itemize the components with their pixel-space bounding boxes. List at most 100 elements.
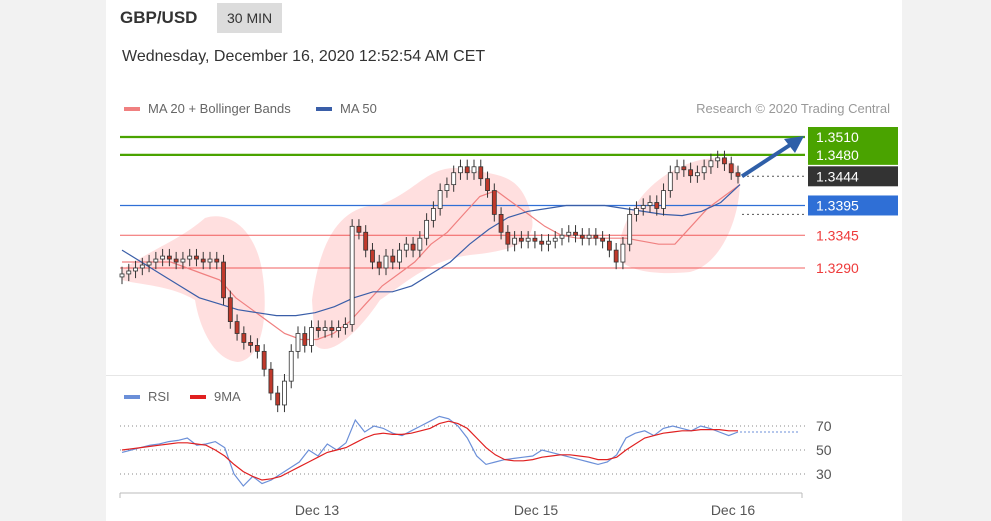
- candle-body: [458, 166, 463, 174]
- rsi-divider: [106, 375, 902, 376]
- candle-body: [241, 333, 247, 343]
- candle-body: [505, 231, 511, 245]
- x-tick-dec-16: Dec 16: [711, 502, 756, 518]
- legend-rsi-swatch: [124, 394, 140, 399]
- candle-body: [254, 345, 260, 352]
- level-label-1.3444: 1.3444: [816, 168, 859, 184]
- candle-body: [268, 368, 274, 394]
- candle-body: [512, 237, 518, 245]
- candle-body: [546, 240, 551, 245]
- candle-body: [728, 163, 734, 174]
- candle-body: [613, 249, 619, 263]
- candle-body: [315, 327, 321, 331]
- currency-pair-title: GBP/USD: [120, 8, 198, 27]
- candle-body: [342, 324, 348, 328]
- level-tag-1.3395: [808, 195, 898, 216]
- legend-rsi: RSI: [124, 389, 170, 404]
- candle-body: [370, 249, 375, 263]
- x-tick-dec-13: Dec 13: [295, 502, 340, 518]
- candle-body: [336, 327, 342, 331]
- candle-body: [410, 243, 416, 251]
- candle-body: [417, 237, 423, 251]
- candle-body: [667, 172, 673, 191]
- candle-body: [282, 380, 287, 406]
- rsi-tick-30: 30: [816, 466, 832, 482]
- candle-body: [600, 237, 606, 242]
- candle-body: [444, 184, 450, 191]
- legend-9ma: 9MA: [190, 389, 241, 404]
- candle-body: [485, 178, 490, 191]
- candle-body: [397, 249, 402, 263]
- candle-body: [403, 243, 409, 251]
- chart-datetime: Wednesday, December 16, 2020 12:52:54 AM…: [122, 48, 486, 65]
- candle-body: [139, 264, 145, 269]
- legend-ma20-label: MA 20 + Bollinger Bands: [148, 101, 291, 116]
- candle-body: [119, 273, 125, 278]
- candle-body: [539, 240, 545, 245]
- candle-body: [221, 261, 226, 299]
- candle-body: [227, 297, 233, 322]
- legend-ma20: MA 20 + Bollinger Bands: [124, 101, 291, 116]
- level-tag-1.3510: [808, 127, 898, 147]
- candle-body: [464, 166, 470, 174]
- candle-body: [559, 234, 565, 239]
- candle-body: [647, 202, 653, 206]
- candle-body: [329, 327, 335, 331]
- candle-body: [722, 157, 727, 165]
- candle-body: [248, 342, 254, 346]
- candle-body: [180, 258, 186, 263]
- candle-body: [424, 219, 430, 239]
- candle-body: [451, 172, 457, 186]
- research-credit: Research © 2020 Trading Central: [696, 101, 890, 116]
- candle-body: [146, 261, 152, 266]
- forecast-arrow-shaft: [740, 143, 792, 178]
- candle-body: [525, 237, 531, 242]
- candle-body: [376, 261, 382, 269]
- candle-body: [532, 237, 538, 242]
- candle-body: [552, 237, 558, 242]
- candle-body: [701, 166, 707, 174]
- rsi-tick-50: 50: [816, 442, 832, 458]
- x-tick-dec-15: Dec 15: [514, 502, 559, 518]
- candle-body: [518, 237, 524, 242]
- candle-body: [573, 231, 578, 236]
- candle-body: [688, 169, 694, 177]
- level-label-1.3480: 1.3480: [816, 147, 859, 163]
- candle-body: [133, 267, 138, 272]
- legend-rsi-label: RSI: [148, 389, 170, 404]
- candle-body: [214, 258, 220, 263]
- candle-body: [356, 225, 362, 233]
- candle-body: [491, 190, 497, 215]
- legend-ma50: MA 50: [316, 101, 377, 116]
- candle-body: [606, 240, 612, 251]
- legend-9ma-label: 9MA: [214, 389, 241, 404]
- candle-body: [627, 214, 633, 245]
- candle-body: [275, 392, 281, 406]
- candle-body: [166, 255, 172, 260]
- candle-body: [234, 321, 240, 334]
- candle-body: [586, 234, 592, 239]
- bollinger-band-2: [312, 168, 533, 349]
- rsi-9ma-line: [121, 420, 738, 481]
- candle-body: [579, 234, 585, 239]
- level-label-1.3510: 1.3510: [816, 129, 859, 145]
- candle-body: [566, 231, 572, 236]
- candle-body: [261, 350, 267, 370]
- candle-body: [498, 214, 504, 233]
- candle-body: [593, 234, 599, 239]
- level-tag-1.3480: [808, 144, 898, 165]
- candle-body: [708, 160, 714, 168]
- candle-body: [194, 255, 199, 260]
- candle-body: [735, 172, 741, 177]
- candle-body: [694, 172, 700, 177]
- candle-body: [349, 225, 355, 325]
- candle-body: [309, 327, 314, 346]
- candle-body: [302, 333, 308, 346]
- candle-body: [478, 166, 484, 180]
- candle-body: [207, 258, 213, 263]
- timeframe-button[interactable]: 30 MIN: [217, 3, 283, 33]
- rsi-line: [121, 415, 739, 487]
- candle-body: [640, 205, 646, 209]
- candle-body: [173, 258, 179, 263]
